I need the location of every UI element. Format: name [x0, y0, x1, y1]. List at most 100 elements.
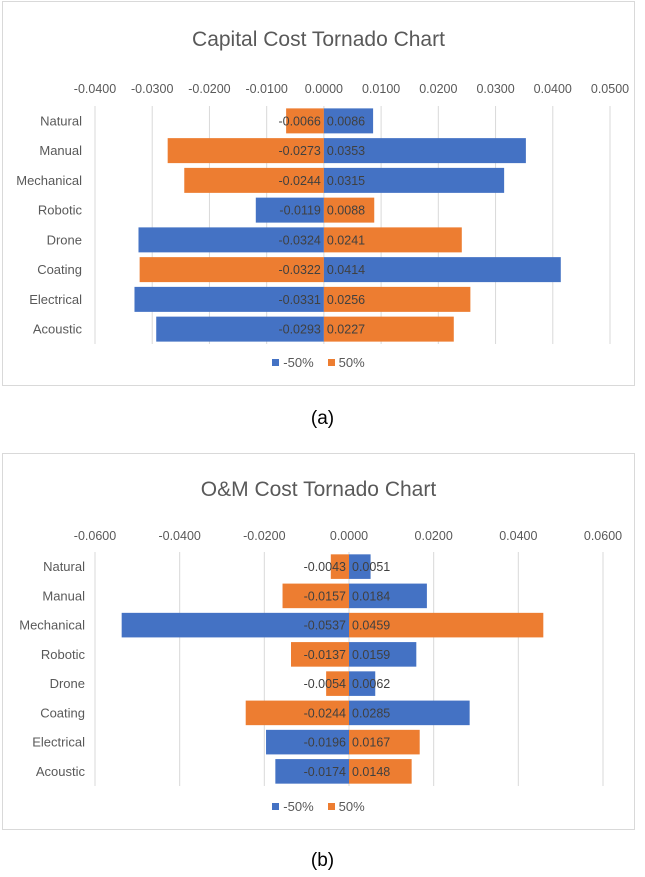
category-label: Electrical — [29, 292, 82, 307]
bar-neg-natural — [286, 108, 324, 134]
legend-label-neg: -50% — [283, 799, 314, 814]
legend-label-pos: 50% — [338, 799, 365, 814]
category-label: Natural — [43, 559, 85, 574]
bar-neg-electrical — [134, 286, 324, 312]
bar-pos-natural — [323, 108, 374, 134]
bar-pos-robotic — [349, 642, 417, 667]
bar-neg-mechanical — [184, 167, 324, 193]
category-label: Electrical — [32, 735, 85, 750]
legend-swatch-neg — [272, 359, 280, 366]
chart-legend: -50% 50% — [3, 355, 634, 370]
category-label: Manual — [39, 143, 82, 158]
data-label-neg: -0.0244 — [278, 174, 320, 188]
data-label-neg: -0.0174 — [304, 765, 346, 779]
data-label-neg: -0.0054 — [304, 677, 346, 691]
bar-pos-acoustic — [323, 316, 454, 342]
bar-neg-robotic — [255, 197, 324, 223]
bar-neg-natural — [330, 554, 349, 579]
x-tick-label: 0.0200 — [419, 82, 457, 96]
data-label-pos: 0.0459 — [352, 619, 390, 633]
figure-caption-b: (b) — [310, 850, 335, 871]
x-tick-label: -0.0200 — [188, 82, 230, 96]
legend-swatch-neg — [272, 803, 280, 810]
data-label-neg: -0.0324 — [278, 233, 320, 247]
x-tick-label: 0.0600 — [584, 529, 622, 543]
data-label-pos: 0.0315 — [327, 174, 365, 188]
bar-pos-drone — [349, 671, 376, 696]
category-label: Acoustic — [36, 764, 86, 779]
data-label-neg: -0.0244 — [304, 706, 346, 720]
data-label-neg: -0.0537 — [304, 619, 346, 633]
bar-pos-robotic — [323, 197, 375, 223]
category-label: Natural — [40, 113, 82, 128]
x-tick-label: 0.0000 — [330, 529, 368, 543]
data-label-neg: -0.0196 — [304, 736, 346, 750]
figure-caption-a: (a) — [310, 408, 335, 429]
data-label-pos: 0.0184 — [352, 589, 390, 603]
data-label-pos: 0.0227 — [327, 323, 365, 337]
bar-pos-natural — [349, 554, 371, 579]
data-label-pos: 0.0062 — [352, 677, 390, 691]
category-label: Acoustic — [33, 322, 83, 337]
legend-item-pos: 50% — [327, 799, 365, 814]
om-cost-chart-panel: O&M Cost Tornado Chart -0.0600 -0.0400 -0.… — [2, 453, 635, 830]
category-label: Manual — [42, 588, 85, 603]
om-cost-plot: -0.0600 -0.0400 -0.0200 0.0000 0.0200 0.0400 0… — [19, 529, 622, 786]
x-tick-label: 0.0300 — [476, 82, 514, 96]
data-label-neg: -0.0119 — [279, 204, 321, 218]
bar-neg-manual — [282, 583, 349, 609]
data-label-pos: 0.0159 — [352, 648, 390, 662]
data-label-pos: 0.0414 — [327, 263, 365, 277]
bar-neg-mechanical — [121, 612, 349, 638]
data-label-neg: -0.0331 — [278, 293, 320, 307]
x-tick-label: 0.0400 — [534, 82, 572, 96]
category-label: Mechanical — [16, 173, 82, 188]
bar-neg-manual — [167, 138, 324, 164]
capital-cost-chart-panel: Capital Cost Tornado Chart -0.0400 -0.030… — [2, 1, 635, 386]
bar-neg-coating — [139, 257, 324, 283]
category-label: Coating — [37, 262, 82, 277]
x-tick-label: 0.0100 — [362, 82, 400, 96]
bar-pos-coating — [323, 257, 561, 283]
legend-item-pos: 50% — [327, 355, 365, 370]
legend-item-neg: -50% — [272, 355, 314, 370]
x-tick-label: -0.0400 — [74, 82, 116, 96]
data-label-pos: 0.0088 — [327, 204, 365, 218]
data-label-pos: 0.0167 — [352, 736, 390, 750]
chart-legend: -50% 50% — [3, 799, 634, 814]
data-label-pos: 0.0353 — [327, 144, 365, 158]
data-label-neg: -0.0043 — [304, 560, 346, 574]
legend-label-pos: 50% — [338, 355, 365, 370]
data-label-neg: -0.0066 — [278, 114, 320, 128]
bar-pos-coating — [349, 700, 470, 726]
bar-pos-electrical — [323, 286, 471, 312]
bar-pos-manual — [349, 583, 427, 609]
data-label-pos: 0.0256 — [327, 293, 365, 307]
bar-pos-acoustic — [349, 759, 412, 784]
bar-neg-electrical — [266, 729, 349, 755]
data-label-neg: -0.0273 — [278, 144, 320, 158]
legend-label-neg: -50% — [283, 355, 314, 370]
category-label: Coating — [40, 705, 85, 720]
bar-neg-drone — [138, 227, 324, 253]
category-label: Mechanical — [19, 618, 85, 633]
category-label: Drone — [50, 676, 85, 691]
legend-swatch-pos — [327, 803, 335, 810]
data-label-pos: 0.0051 — [352, 560, 390, 574]
chart-title: Capital Cost Tornado Chart — [192, 28, 445, 51]
x-tick-label: -0.0600 — [74, 529, 116, 543]
bar-pos-manual — [323, 138, 526, 164]
data-label-pos: 0.0285 — [352, 706, 390, 720]
bar-pos-drone — [323, 227, 462, 253]
x-tick-label: -0.0300 — [131, 82, 173, 96]
x-tick-label: 0.0500 — [591, 82, 629, 96]
bar-pos-mechanical — [323, 167, 505, 193]
bar-neg-acoustic — [275, 759, 349, 784]
bar-neg-robotic — [291, 642, 349, 667]
x-tick-label: -0.0100 — [245, 82, 287, 96]
category-label: Robotic — [38, 203, 83, 218]
legend-swatch-pos — [327, 359, 335, 366]
x-tick-label: -0.0200 — [243, 529, 285, 543]
x-tick-label: 0.0000 — [305, 82, 343, 96]
x-tick-label: 0.0200 — [415, 529, 453, 543]
